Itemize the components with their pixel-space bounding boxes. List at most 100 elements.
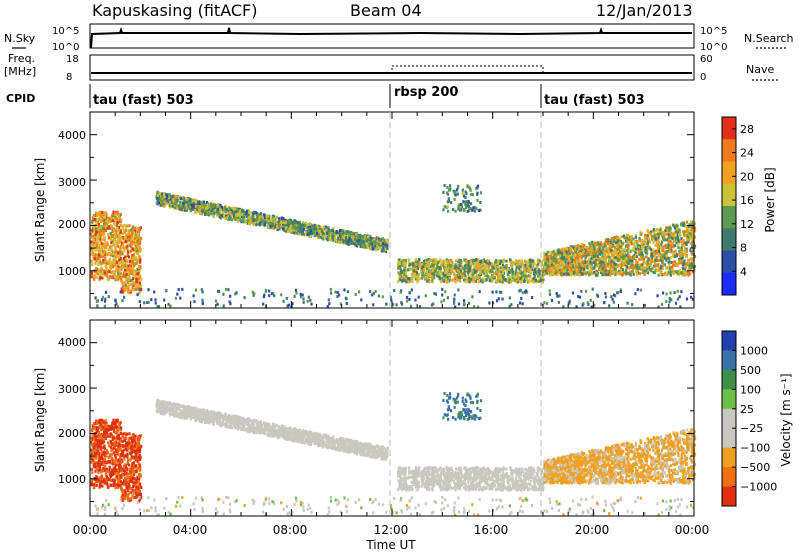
scatter-cell bbox=[532, 277, 535, 281]
scatter-cell bbox=[632, 266, 635, 270]
scatter-cell bbox=[384, 248, 387, 252]
scatter-cell bbox=[126, 252, 129, 256]
power-scatter bbox=[90, 184, 697, 309]
scatter-cell bbox=[248, 218, 251, 222]
scatter-cell bbox=[437, 272, 440, 276]
scatter-cell bbox=[651, 248, 655, 252]
scatter-cell bbox=[213, 205, 216, 209]
scatter-cell bbox=[241, 212, 244, 216]
scatter-cell bbox=[95, 257, 98, 261]
scatter-cell bbox=[657, 234, 660, 238]
scatter-cell bbox=[97, 263, 100, 266]
scatter-cell bbox=[687, 270, 690, 274]
scatter-cell bbox=[471, 272, 475, 276]
scatter-cell bbox=[127, 255, 131, 259]
scatter-cell bbox=[486, 275, 489, 279]
nsearch-tick-top: 10^5 bbox=[700, 26, 727, 37]
scatter-cell bbox=[138, 235, 141, 239]
scatter-cell bbox=[172, 197, 175, 201]
scatter-cell bbox=[135, 281, 138, 285]
scatter-cell bbox=[319, 229, 322, 233]
scatter-cell bbox=[99, 218, 102, 222]
scatter-cell bbox=[669, 246, 672, 250]
scatter-cell bbox=[677, 252, 680, 256]
scatter-cell bbox=[334, 233, 337, 236]
scatter-cell bbox=[638, 236, 641, 240]
scatter-cell bbox=[92, 275, 96, 279]
scatter-cell bbox=[267, 220, 270, 224]
scatter-cell bbox=[134, 273, 137, 277]
scatter-cell bbox=[111, 260, 114, 264]
scatter-cell bbox=[101, 272, 104, 276]
scatter-cell bbox=[155, 201, 158, 205]
scatter-cell bbox=[379, 243, 383, 247]
scatter-cell bbox=[673, 231, 676, 235]
scatter-cell bbox=[122, 257, 126, 260]
scatter-cell bbox=[516, 272, 519, 276]
scatter-cell bbox=[108, 236, 111, 240]
scatter-cell bbox=[498, 262, 502, 266]
scatter-cell bbox=[114, 245, 117, 249]
scatter-cell bbox=[98, 245, 101, 249]
scatter-cell bbox=[568, 268, 571, 272]
scatter-cell bbox=[645, 271, 648, 275]
scatter-cell bbox=[189, 204, 192, 208]
scatter-cell bbox=[108, 225, 111, 229]
scatter-cell bbox=[622, 257, 625, 260]
scatter-cell bbox=[328, 236, 331, 240]
scatter-cell bbox=[95, 244, 98, 248]
scatter-cell bbox=[471, 278, 475, 282]
scatter-cell bbox=[440, 264, 443, 268]
scatter-cell bbox=[545, 252, 548, 256]
scatter-cell bbox=[134, 226, 137, 230]
scatter-cell bbox=[91, 216, 95, 220]
scatter-cell bbox=[171, 204, 174, 208]
scatter-cell bbox=[685, 242, 688, 246]
scatter-cell bbox=[248, 216, 251, 220]
scatter-cell bbox=[592, 261, 595, 264]
scatter-cell bbox=[510, 264, 513, 268]
scatter-cell bbox=[99, 276, 102, 280]
scatter-cell bbox=[422, 274, 425, 278]
scatter-cell bbox=[595, 250, 598, 254]
scatter-cell bbox=[96, 241, 99, 245]
scatter-cell bbox=[233, 214, 236, 218]
scatter-cell bbox=[477, 280, 480, 284]
scatter-cell bbox=[119, 247, 122, 251]
scatter-cell bbox=[491, 262, 494, 266]
scatter-cell bbox=[219, 216, 222, 220]
scatter-cell bbox=[514, 275, 517, 278]
scatter-cell bbox=[666, 229, 669, 233]
scatter-cell bbox=[401, 263, 404, 267]
scatter-cell bbox=[689, 237, 692, 241]
scatter-cell bbox=[325, 228, 328, 232]
scatter-cell bbox=[102, 244, 105, 248]
scatter-cell bbox=[596, 264, 599, 268]
scatter-cell bbox=[202, 200, 205, 204]
scatter-cell bbox=[127, 290, 130, 294]
scatter-cell bbox=[354, 241, 357, 245]
scatter-cell bbox=[674, 249, 677, 253]
scatter-cell bbox=[415, 271, 419, 275]
scatter-cell bbox=[269, 217, 272, 221]
scatter-cell bbox=[138, 256, 141, 260]
scatter-cell bbox=[502, 276, 505, 280]
nave-tick-bottom: 0 bbox=[700, 72, 706, 83]
scatter-cell bbox=[95, 222, 98, 225]
scatter-cell bbox=[119, 238, 122, 242]
scatter-cell bbox=[534, 278, 537, 282]
scatter-cell bbox=[94, 214, 97, 218]
scatter-cell bbox=[635, 263, 638, 267]
scatter-cell bbox=[541, 268, 544, 272]
scatter-cell bbox=[180, 207, 183, 211]
scatter-cell bbox=[661, 249, 664, 253]
scatter-cell bbox=[90, 274, 93, 278]
scatter-cell bbox=[106, 253, 109, 257]
scatter-cell bbox=[354, 234, 357, 238]
scatter-cell bbox=[219, 203, 222, 207]
scatter-cell bbox=[101, 253, 104, 256]
scatter-cell bbox=[624, 271, 627, 275]
scatter-cell bbox=[665, 251, 668, 255]
scatter-cell bbox=[121, 243, 124, 247]
scatter-cell bbox=[203, 212, 207, 216]
